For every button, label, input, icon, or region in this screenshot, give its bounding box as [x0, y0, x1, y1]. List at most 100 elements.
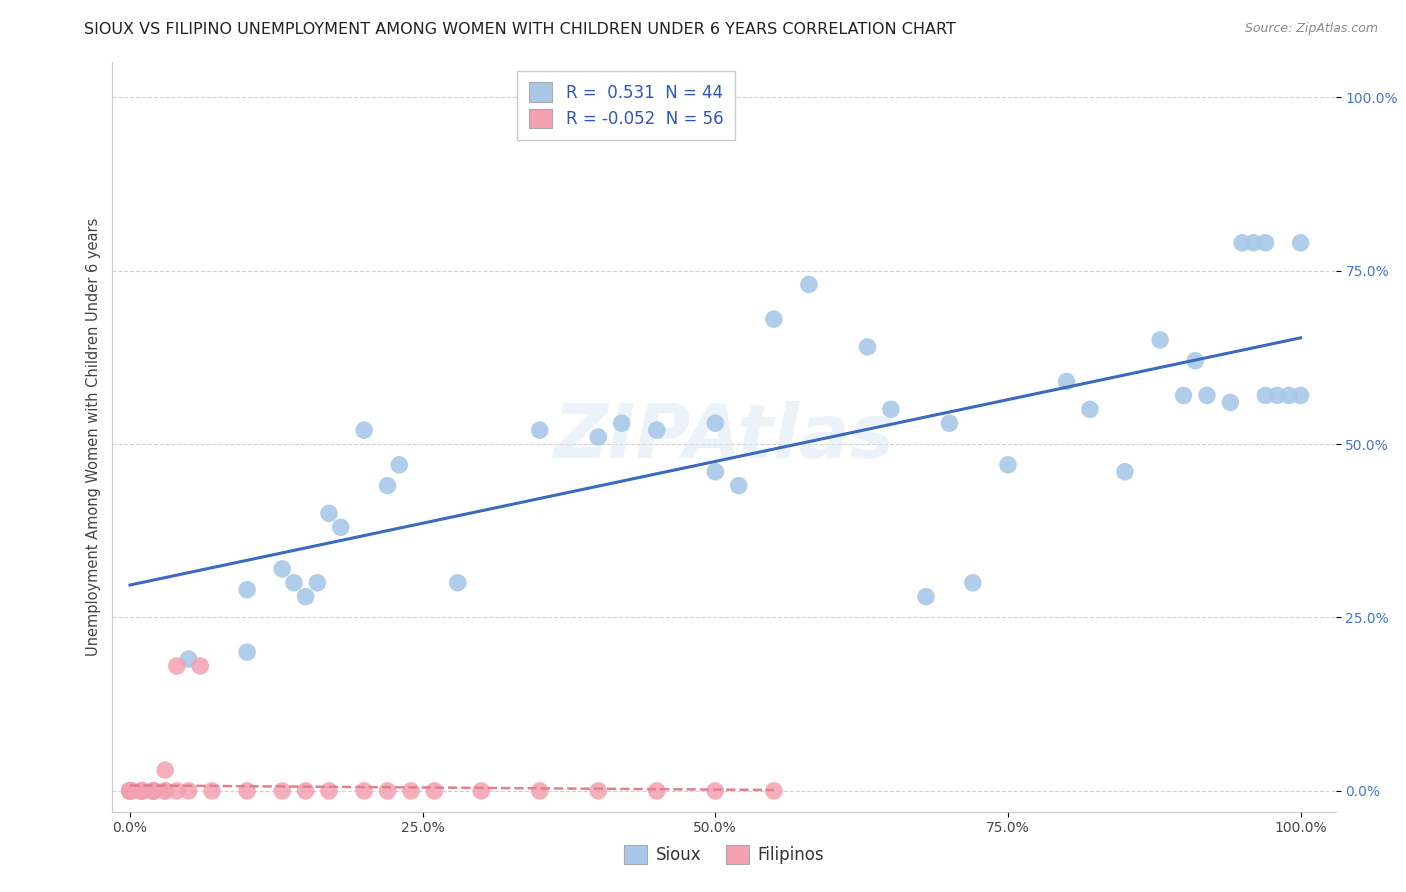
Point	[1254, 235, 1277, 250]
Point	[131, 784, 153, 798]
Point	[118, 784, 141, 798]
Point	[294, 590, 316, 604]
Point	[997, 458, 1019, 472]
Point	[704, 784, 727, 798]
Point	[142, 784, 165, 798]
Point	[377, 478, 399, 492]
Point	[118, 784, 141, 798]
Point	[588, 784, 610, 798]
Point	[283, 575, 305, 590]
Point	[1078, 402, 1101, 417]
Legend: Sioux, Filipinos: Sioux, Filipinos	[617, 838, 831, 871]
Point	[938, 416, 960, 430]
Point	[423, 784, 446, 798]
Point	[131, 784, 153, 798]
Point	[1219, 395, 1241, 409]
Point	[271, 784, 294, 798]
Point	[153, 784, 176, 798]
Point	[166, 659, 188, 673]
Point	[177, 784, 200, 798]
Point	[166, 784, 188, 798]
Point	[118, 784, 141, 798]
Point	[153, 784, 176, 798]
Point	[118, 784, 141, 798]
Point	[1254, 388, 1277, 402]
Point	[470, 784, 492, 798]
Point	[704, 465, 727, 479]
Point	[1230, 235, 1253, 250]
Point	[1289, 235, 1312, 250]
Point	[1289, 388, 1312, 402]
Point	[762, 312, 785, 326]
Point	[118, 784, 141, 798]
Point	[201, 784, 224, 798]
Point	[118, 784, 141, 798]
Point	[131, 784, 153, 798]
Point	[118, 784, 141, 798]
Point	[399, 784, 422, 798]
Point	[1149, 333, 1171, 347]
Point	[118, 784, 141, 798]
Point	[118, 784, 141, 798]
Point	[118, 784, 141, 798]
Point	[1173, 388, 1195, 402]
Point	[610, 416, 633, 430]
Text: SIOUX VS FILIPINO UNEMPLOYMENT AMONG WOMEN WITH CHILDREN UNDER 6 YEARS CORRELATI: SIOUX VS FILIPINO UNEMPLOYMENT AMONG WOM…	[84, 22, 956, 37]
Point	[131, 784, 153, 798]
Point	[529, 784, 551, 798]
Point	[645, 784, 668, 798]
Point	[727, 478, 749, 492]
Point	[118, 784, 141, 798]
Point	[962, 575, 984, 590]
Point	[318, 507, 340, 521]
Point	[1195, 388, 1218, 402]
Point	[704, 416, 727, 430]
Point	[353, 423, 375, 437]
Point	[177, 652, 200, 666]
Point	[447, 575, 470, 590]
Point	[142, 784, 165, 798]
Point	[762, 784, 785, 798]
Point	[1243, 235, 1265, 250]
Point	[118, 784, 141, 798]
Point	[318, 784, 340, 798]
Point	[118, 784, 141, 798]
Point	[353, 784, 375, 798]
Point	[118, 784, 141, 798]
Point	[236, 582, 259, 597]
Point	[188, 659, 211, 673]
Point	[1278, 388, 1301, 402]
Point	[131, 784, 153, 798]
Point	[856, 340, 879, 354]
Point	[1184, 353, 1206, 368]
Point	[294, 784, 316, 798]
Point	[142, 784, 165, 798]
Y-axis label: Unemployment Among Women with Children Under 6 years: Unemployment Among Women with Children U…	[86, 218, 101, 657]
Point	[142, 784, 165, 798]
Point	[236, 645, 259, 659]
Point	[1265, 388, 1288, 402]
Point	[588, 430, 610, 444]
Text: Source: ZipAtlas.com: Source: ZipAtlas.com	[1244, 22, 1378, 36]
Text: ZIPAtlas: ZIPAtlas	[554, 401, 894, 474]
Point	[388, 458, 411, 472]
Point	[118, 784, 141, 798]
Point	[915, 590, 938, 604]
Point	[271, 562, 294, 576]
Point	[1056, 375, 1078, 389]
Point	[131, 784, 153, 798]
Point	[377, 784, 399, 798]
Point	[645, 423, 668, 437]
Point	[236, 784, 259, 798]
Point	[118, 784, 141, 798]
Point	[118, 784, 141, 798]
Point	[142, 784, 165, 798]
Point	[118, 784, 141, 798]
Point	[118, 784, 141, 798]
Point	[153, 763, 176, 777]
Point	[1114, 465, 1136, 479]
Point	[142, 784, 165, 798]
Point	[307, 575, 329, 590]
Point	[131, 784, 153, 798]
Point	[797, 277, 820, 292]
